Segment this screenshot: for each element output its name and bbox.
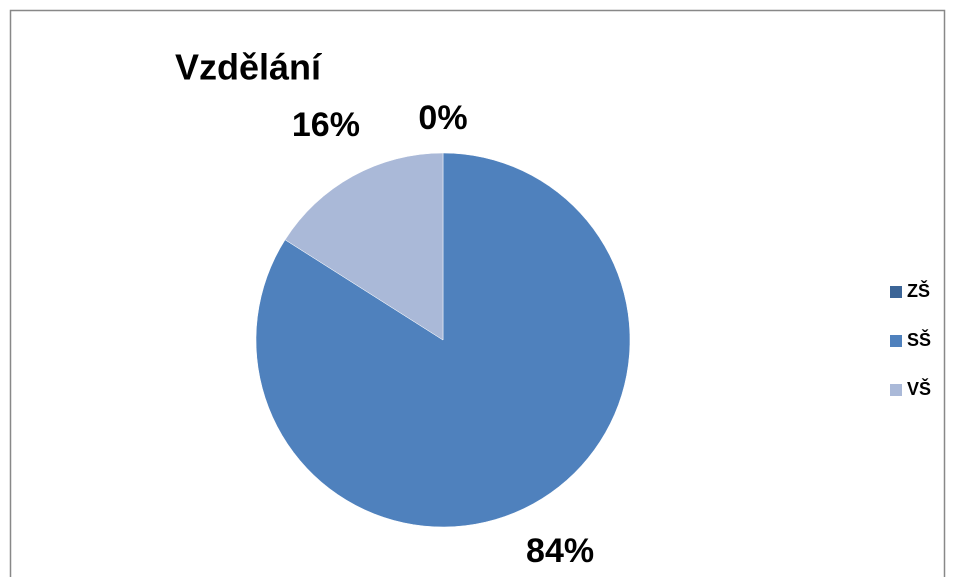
pie-slice: [284, 152, 444, 341]
legend-label: ZŠ: [907, 280, 930, 301]
data-label: 16%: [292, 106, 360, 144]
legend-swatch: [890, 384, 902, 396]
legend-swatch: [890, 286, 902, 298]
legend-swatch: [890, 335, 902, 347]
data-label: 0%: [418, 99, 467, 137]
legend-label: VŠ: [907, 378, 931, 399]
legend-label: SŠ: [907, 329, 931, 350]
data-label: 84%: [526, 532, 594, 570]
chart-title: Vzdělání: [175, 47, 322, 88]
